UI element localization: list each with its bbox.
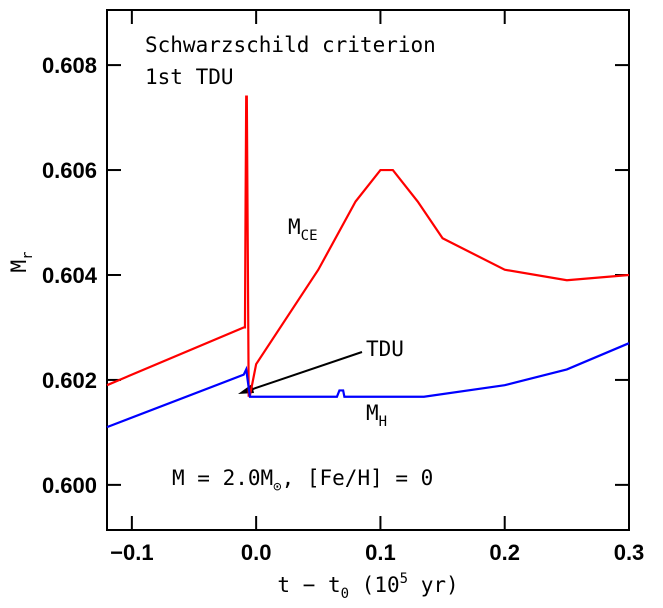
text-part: CE — [301, 228, 318, 244]
text-part: TDU — [366, 337, 404, 361]
x-axis-label: t − t0 (105 yr) — [277, 571, 458, 602]
y-tick-label: 0.608 — [42, 53, 97, 78]
x-tick-label: 0.0 — [241, 540, 272, 565]
text-part: M = 2.0M — [172, 466, 273, 490]
y-tick-label: 0.606 — [42, 158, 97, 183]
text-part: (10 — [349, 573, 400, 597]
annotation: MH — [366, 401, 387, 430]
text-part: yr) — [408, 573, 459, 597]
text-part: H — [379, 414, 387, 430]
y-tick-label: 0.602 — [42, 368, 97, 393]
annotation: 1st TDU — [145, 65, 234, 89]
text-part: Schwarzschild criterion — [145, 33, 436, 57]
annotation: M = 2.0M⊙, [Fe/H] = 0 — [172, 466, 433, 495]
text-part: 1st TDU — [145, 65, 234, 89]
text-part: , [Fe/H] = 0 — [282, 466, 434, 490]
arrow — [243, 351, 363, 393]
annotation: TDU — [366, 337, 404, 361]
text-part: M — [288, 215, 301, 239]
text-part: ⊙ — [273, 479, 282, 495]
text-part: M — [7, 260, 31, 273]
x-tick-label: 0.2 — [489, 540, 520, 565]
text-part: t − t — [277, 573, 340, 597]
y-tick-label: 0.604 — [42, 263, 98, 288]
annotation: MCE — [288, 215, 318, 244]
x-tick-label: −0.1 — [110, 540, 153, 565]
data-line — [106, 95, 630, 397]
text-part: M — [366, 401, 379, 425]
annotation: Schwarzschild criterion — [145, 33, 436, 57]
y-tick-label: 0.600 — [42, 473, 97, 498]
data-line — [106, 342, 630, 429]
text-part: 5 — [400, 571, 408, 587]
text-part: r — [20, 251, 36, 259]
text-part: 0 — [341, 586, 349, 602]
plot-frame — [106, 9, 630, 531]
y-axis-label: Mr — [7, 251, 36, 272]
x-tick-label: 0.3 — [614, 540, 645, 565]
x-tick-label: 0.1 — [365, 540, 396, 565]
